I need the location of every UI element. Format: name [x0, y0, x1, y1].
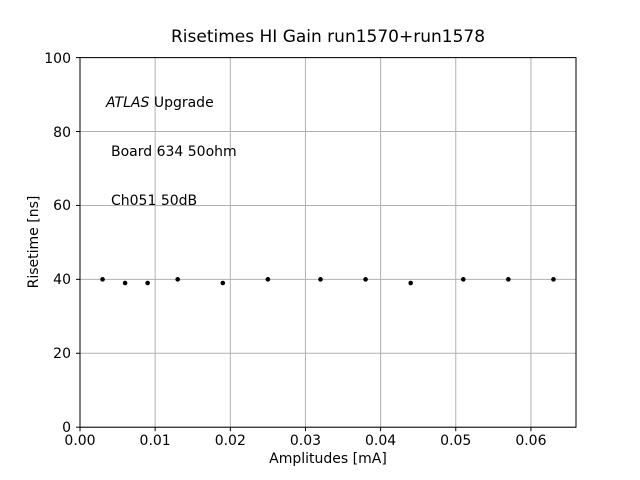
x-tick-label: 0.02 — [214, 433, 246, 449]
annotation-line-1: ATLAS Upgrade — [106, 95, 237, 111]
y-tick-label: 100 — [44, 50, 71, 67]
data-point — [460, 277, 466, 282]
y-tick-label: 0 — [62, 420, 71, 437]
y-axis-label: Risetime [ns] — [26, 195, 42, 289]
y-tick-label: 20 — [53, 346, 71, 363]
annotation-line-2: Board 634 50ohm — [111, 144, 237, 161]
y-tick-label: 80 — [53, 124, 71, 141]
data-point — [122, 280, 128, 286]
x-axis-label: Amplitudes [mA] — [269, 451, 387, 467]
data-point — [318, 277, 323, 282]
x-tick-label: 0.04 — [365, 433, 397, 449]
data-point — [100, 277, 105, 282]
x-tick-label: 0.06 — [515, 433, 547, 449]
data-point — [506, 277, 511, 282]
data-point — [220, 280, 226, 286]
x-tick-label: 0.01 — [139, 433, 171, 449]
data-point — [145, 280, 150, 286]
annotation-block: ATLAS Upgrade Board 634 50ohm Ch051 50dB — [106, 62, 237, 242]
data-point — [408, 280, 413, 286]
annotation-experiment-name: ATLAS — [106, 94, 150, 111]
data-point — [551, 277, 556, 282]
chart-title: Risetimes HI Gain run1570+run1578 — [170, 27, 486, 47]
y-tick-label: 60 — [53, 198, 71, 215]
data-point — [265, 277, 271, 282]
data-point — [175, 277, 180, 282]
axes-spines — [79, 57, 577, 428]
x-tick-label: 0.05 — [440, 433, 472, 449]
y-tick-label: 40 — [53, 272, 71, 289]
data-point — [363, 277, 368, 282]
x-tick-label: 0.03 — [289, 433, 322, 449]
annotation-line-3: Ch051 50dB — [111, 193, 198, 210]
x-tick-label: 0.00 — [64, 433, 96, 449]
annotation-line-1-rest: Upgrade — [149, 94, 214, 111]
